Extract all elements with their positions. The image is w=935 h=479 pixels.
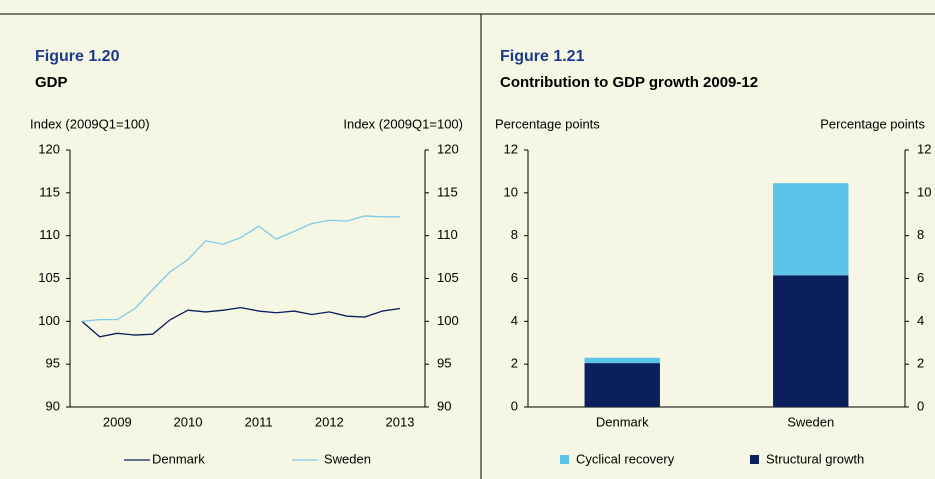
y2-tick-label: 10	[917, 184, 931, 199]
y2-tick-label: 12	[917, 141, 931, 156]
legend-swatch	[750, 455, 759, 464]
y2-tick-label: 4	[917, 313, 924, 328]
y-tick-label: 95	[46, 356, 60, 371]
y2-tick-label: 100	[437, 313, 459, 328]
legend-label: Sweden	[324, 451, 371, 466]
line-series	[81, 306, 401, 338]
y-tick-label: 12	[504, 141, 518, 156]
x-tick-label: 2013	[386, 414, 415, 429]
y-tick-label: 2	[511, 356, 518, 371]
y2-tick-label: 90	[437, 398, 451, 413]
y-axis-label: Index (2009Q1=100)	[30, 116, 150, 131]
legend-label: Structural growth	[766, 451, 864, 466]
legend-label: Cyclical recovery	[576, 451, 675, 466]
x-tick-label: 2009	[103, 414, 132, 429]
y-tick-label: 8	[511, 227, 518, 242]
y2-tick-label: 115	[437, 184, 458, 199]
y-tick-label: 105	[38, 270, 60, 285]
y2-tick-label: 110	[437, 227, 458, 242]
y2-tick-label: 8	[917, 227, 924, 242]
y-tick-label: 10	[504, 184, 518, 199]
legend-label: Denmark	[152, 451, 205, 466]
y2-tick-label: 120	[437, 141, 459, 156]
y2-tick-label: 6	[917, 270, 924, 285]
y-tick-label: 110	[39, 227, 60, 242]
x-tick-label: 2012	[315, 414, 344, 429]
y-tick-label: 0	[511, 398, 518, 413]
figure-title: Figure 1.21	[500, 48, 585, 65]
y-tick-label: 115	[39, 184, 60, 199]
y-tick-label: 90	[46, 398, 60, 413]
y-axis-label: Percentage points	[495, 116, 600, 131]
x-tick-label: 2010	[174, 414, 203, 429]
chart-subtitle: GDP	[35, 74, 68, 91]
y-tick-label: 100	[38, 313, 60, 328]
bar-segment	[773, 183, 849, 276]
legend-swatch	[560, 455, 569, 464]
chart-subtitle: Contribution to GDP growth 2009-12	[500, 74, 758, 91]
x-tick-label: 2011	[245, 414, 273, 429]
y-tick-label: 120	[38, 141, 60, 156]
x-tick-label: Denmark	[596, 414, 649, 429]
bar-segment	[584, 363, 660, 407]
y2-tick-label: 105	[437, 270, 459, 285]
y2-tick-label: 2	[917, 356, 924, 371]
y2-tick-label: 0	[917, 398, 924, 413]
x-tick-label: Sweden	[787, 414, 834, 429]
y2-axis-label: Index (2009Q1=100)	[343, 116, 463, 131]
y-tick-label: 4	[511, 313, 518, 328]
bar-segment	[773, 275, 849, 407]
y-tick-label: 6	[511, 270, 518, 285]
figure-title: Figure 1.20	[35, 48, 120, 65]
y2-axis-label: Percentage points	[820, 116, 925, 131]
bar-segment	[584, 357, 660, 364]
line-series	[81, 215, 400, 322]
y2-tick-label: 95	[437, 356, 451, 371]
